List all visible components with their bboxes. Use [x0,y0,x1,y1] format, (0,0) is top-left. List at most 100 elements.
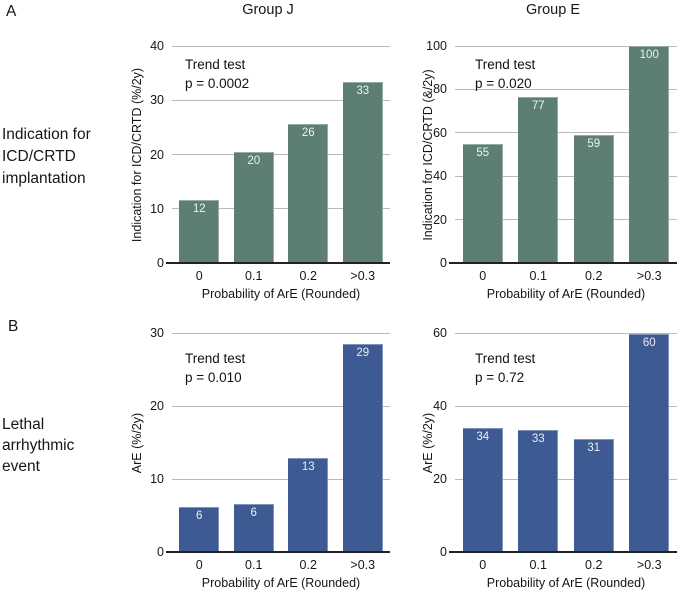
y-tick-label-30: 30 [150,326,164,340]
x-tick-label-0.2: 0.2 [299,269,317,283]
gridline-30 [172,99,390,101]
gridline-40 [455,405,677,407]
x-axis-line [449,551,677,553]
y-axis-title: ArE (%/2y) [421,412,435,473]
bar-0.2: 31 [573,439,614,552]
annotation-line: Trend test [475,351,536,366]
gridline-30 [172,332,390,334]
bar-value-label: 55 [476,146,490,159]
y-tick-label-30: 30 [150,93,164,108]
bar-0: 6 [179,507,220,552]
gridline-20 [455,478,677,480]
y-tick-label-60: 60 [433,125,447,140]
bar-value-label: 60 [642,337,656,350]
x-tick-label->0.3: >0.3 [350,558,376,572]
x-tick-label->0.3: >0.3 [636,558,662,572]
bar-0.1: 77 [518,96,559,263]
y-tick-label-20: 20 [150,147,164,162]
y-tick-label-20: 20 [433,212,447,227]
y-axis-title: Indication for ICD/CRTD (&/2y) [421,68,435,241]
bar-value-label: 13 [301,460,315,473]
bar-value-label: 29 [356,346,370,359]
bar-0: 12 [179,199,220,263]
bar-0.2: 59 [573,134,614,263]
x-tick-label-0.1: 0.1 [529,558,547,572]
x-tick-label->0.3: >0.3 [350,269,376,283]
bar-0.1: 33 [518,430,559,552]
bar->0.3: 33 [342,82,383,263]
bar-value-label: 20 [247,154,261,167]
annotation-line: Trend test [185,351,246,366]
chart-indication-group-j: 0 10 20 30 40 12 0 20 0.1 26 0.2 33 >0.3 Trend test p … [130,39,390,301]
bar-value-label: 77 [531,99,545,112]
y-tick-label-0: 0 [157,256,164,270]
x-tick-label-0: 0 [479,269,487,283]
trend-test-annotation: Trend test p = 0.010 [185,349,245,387]
annotation-line: p = 0.020 [475,76,532,91]
x-axis-line [449,262,677,264]
bar-value-label: 12 [192,202,206,215]
row-label-lethal-line1: Lethal [2,416,45,433]
bar->0.3: 100 [629,46,670,263]
annotation-line: p = 0.0002 [185,76,250,91]
x-axis-title: Probability of ArE (Rounded) [486,576,646,590]
bar-value-label: 34 [476,431,490,444]
gridline-10 [172,208,390,210]
x-axis-title: Probability of ArE (Rounded) [201,576,361,590]
y-tick-label-100: 100 [426,39,447,53]
row-label-indication-line2: ICD/CRTD [2,148,76,165]
y-tick-label-40: 40 [433,399,447,413]
gridline-60 [455,332,677,334]
bar-0: 34 [462,428,503,552]
x-axis-line [166,262,390,264]
trend-test-annotation: Trend test p = 0.020 [475,55,535,93]
column-header-group-j: Group J [242,2,294,18]
row-label-lethal-line3: event [2,458,40,475]
column-header-group-e: Group E [526,2,580,18]
bar-0.2: 26 [288,124,329,263]
x-tick-label->0.3: >0.3 [636,269,662,283]
y-tick-label-10: 10 [150,201,164,216]
row-label-lethal-line2: arrhythmic [2,437,75,454]
bar-value-label: 59 [587,137,601,150]
gridline-20 [455,219,677,221]
x-axis-line [166,551,390,553]
gridline-40 [172,45,390,47]
row-label-indication: Indication for ICD/CRTD implantation [2,124,91,190]
x-tick-label-0.1: 0.1 [245,558,263,572]
y-tick-label-0: 0 [157,545,164,559]
y-tick-label-10: 10 [150,472,164,486]
row-label-lethal: Lethal arrhythmic event [2,414,74,477]
y-tick-label-60: 60 [433,326,447,340]
gridline-80 [455,88,677,90]
row-label-indication-line3: implantation [2,170,86,187]
y-tick-label-20: 20 [150,399,164,413]
gridline-10 [172,478,390,480]
gridline-20 [172,405,390,407]
y-tick-label-0: 0 [440,256,447,270]
row-label-indication-line1: Indication for [2,126,91,143]
annotation-line: p = 0.72 [475,370,525,385]
gridline-60 [455,132,677,134]
x-axis-title: Probability of ArE (Rounded) [201,287,361,301]
y-tick-label-80: 80 [433,82,447,97]
x-tick-label-0: 0 [479,558,487,572]
gridline-20 [172,154,390,155]
x-tick-label-0.2: 0.2 [585,558,603,572]
y-tick-label-40: 40 [150,39,164,53]
bar-value-label: 33 [356,85,370,98]
y-tick-label-0: 0 [440,545,447,559]
bar-value-label: 33 [531,433,545,446]
y-axis-title: Indication for ICD/CRTD (%/2y) [130,67,144,242]
bar-value-label: 26 [301,127,315,140]
y-tick-label-40: 40 [433,169,447,184]
y-tick-label-20: 20 [433,472,447,486]
bar-0.1: 20 [233,151,274,263]
bar-0: 55 [462,143,503,263]
chart-indication-group-e: 0 20 40 60 80 100 55 0 77 0.1 59 0.2 100 >0.3 Trend te… [421,39,677,301]
annotation-line: Trend test [475,57,536,72]
bar->0.3: 29 [342,343,383,552]
chart-lethal-group-e: 0 20 40 60 34 0 33 0.1 31 0.2 60 >0.3 Trend test p = … [421,326,677,590]
bar-0.1: 6 [233,503,274,552]
